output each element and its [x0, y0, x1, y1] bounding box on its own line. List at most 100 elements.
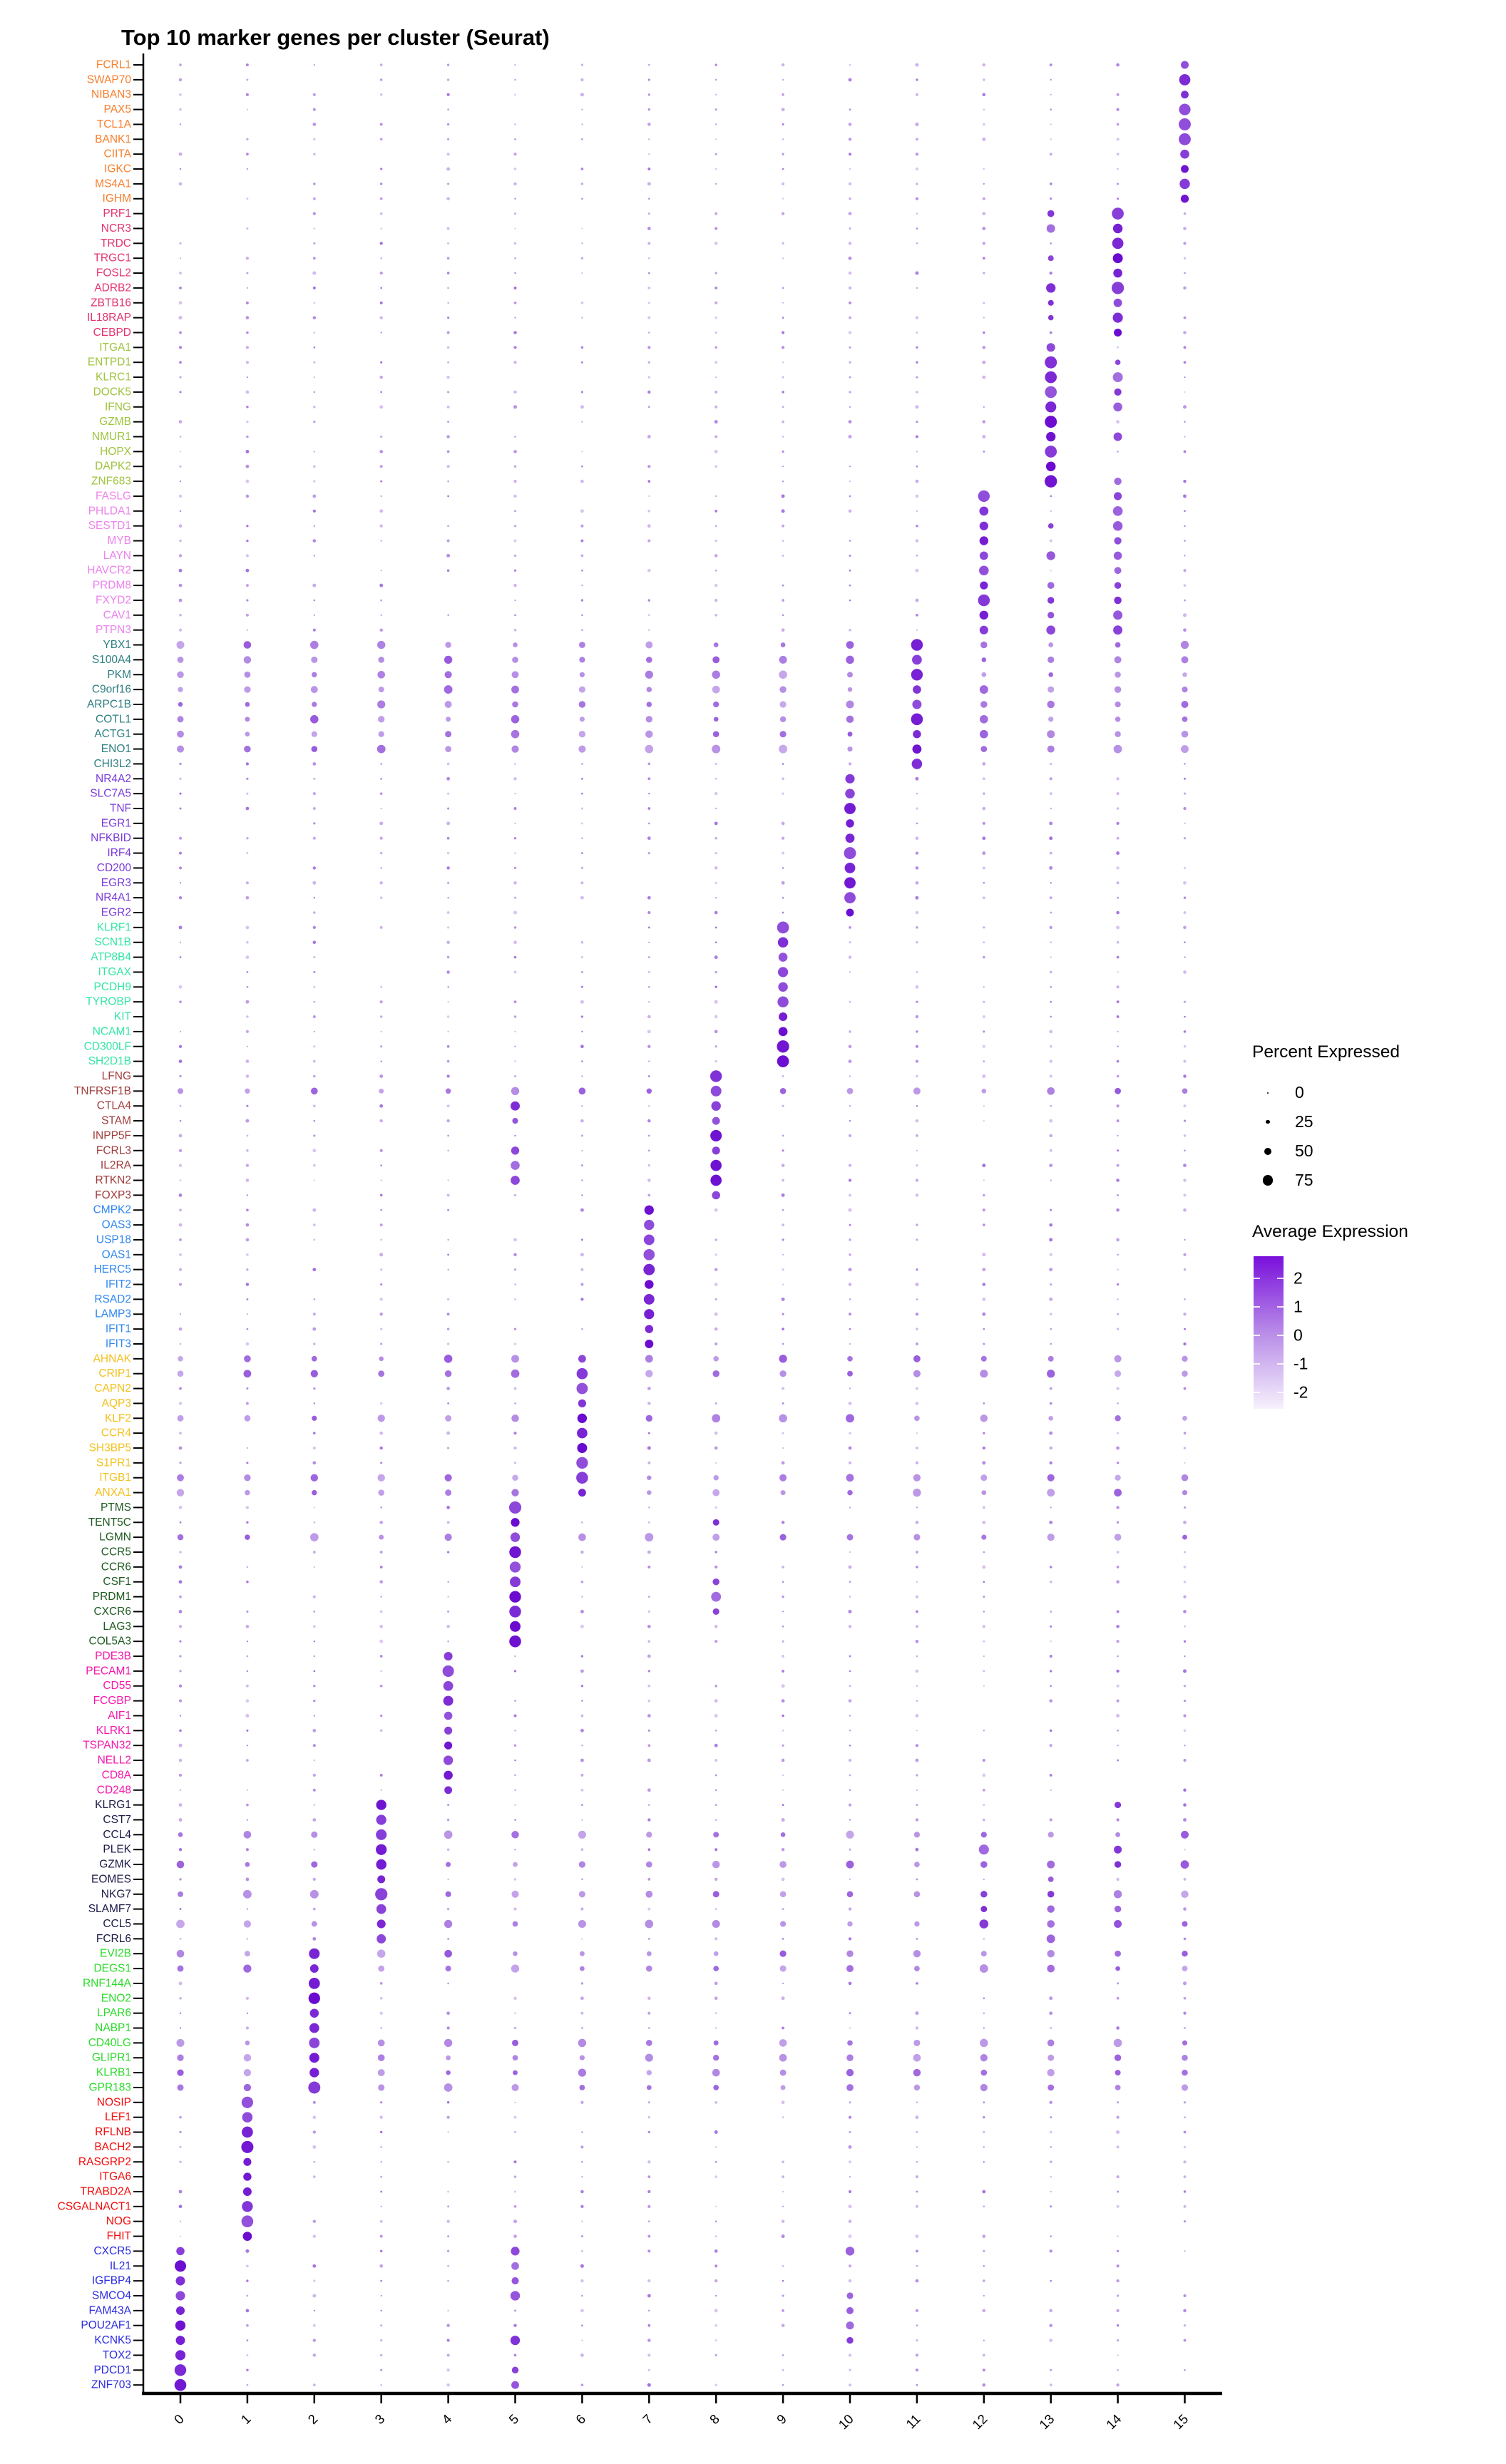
dot: [447, 2205, 450, 2208]
dot: [446, 375, 450, 379]
dot: [178, 1506, 183, 1509]
dot: [715, 2146, 717, 2148]
dot: [312, 1164, 316, 1167]
dot: [380, 227, 383, 230]
dot: [446, 1313, 450, 1316]
dot: [312, 1074, 316, 1078]
dot: [377, 1875, 386, 1884]
dot: [245, 584, 249, 587]
dot: [849, 480, 851, 483]
dot: [246, 168, 249, 170]
dot: [846, 715, 854, 724]
gene-label: CEBPD: [93, 327, 131, 339]
dot: [246, 108, 249, 111]
dot: [1117, 1655, 1119, 1658]
dot: [313, 822, 316, 825]
dot: [580, 2235, 583, 2238]
dot: [1184, 1328, 1186, 1330]
dot: [647, 1490, 652, 1495]
dot: [246, 197, 249, 200]
dot: [578, 1533, 586, 1541]
gene-label: TENT5C: [88, 1516, 131, 1529]
dot: [915, 1669, 919, 1673]
dot: [915, 2011, 919, 2016]
dot: [982, 2309, 986, 2313]
dot: [849, 971, 851, 973]
dot: [581, 971, 583, 973]
dot: [915, 2279, 919, 2283]
dot: [513, 940, 517, 944]
dot: [848, 1758, 852, 1762]
dot: [447, 2279, 450, 2282]
dot: [1112, 223, 1123, 234]
dot: [245, 955, 250, 960]
dot: [782, 1774, 784, 1777]
dot: [379, 1298, 383, 1301]
dot: [848, 2145, 852, 2149]
dot: [647, 1134, 650, 1137]
dot: [380, 2161, 382, 2163]
dot: [782, 2205, 784, 2207]
dot: [848, 2190, 852, 2194]
dot: [849, 197, 851, 200]
dot: [243, 1920, 252, 1928]
dot: [313, 525, 315, 527]
dot: [512, 1474, 518, 1481]
gene-label: ITGA6: [99, 2171, 131, 2183]
dot: [179, 1104, 182, 1107]
dot: [175, 2350, 186, 2361]
dot: [312, 672, 317, 678]
dot: [1115, 1802, 1122, 1809]
dot: [379, 1194, 383, 1197]
dot: [580, 1253, 584, 1257]
dot: [983, 108, 985, 111]
dot: [647, 390, 651, 394]
dot: [647, 272, 650, 274]
dot: [916, 420, 918, 423]
dot: [846, 2084, 854, 2091]
dot: [176, 1919, 185, 1929]
dot: [915, 1461, 918, 1464]
dot: [376, 1859, 386, 1870]
dot: [379, 1551, 383, 1554]
dot: [576, 1367, 588, 1380]
dot: [245, 1489, 250, 1496]
dot: [915, 1714, 919, 1718]
colorbar-tick-mark: [1254, 1392, 1260, 1393]
dot: [379, 583, 384, 587]
dot: [779, 1891, 787, 1898]
dot: [1183, 1030, 1187, 1033]
dot: [514, 1700, 516, 1702]
dot: [509, 1546, 521, 1559]
dot: [1047, 700, 1055, 709]
gene-label: TSPAN32: [83, 1740, 131, 1752]
dot: [915, 2175, 918, 2179]
dot: [1184, 599, 1186, 602]
dot: [1116, 420, 1120, 423]
dot: [1049, 1164, 1053, 1168]
dot: [1181, 2084, 1189, 2091]
dot: [580, 1550, 584, 1554]
dot: [782, 524, 785, 528]
dot: [179, 93, 182, 96]
dot: [379, 821, 384, 826]
gene-label: SH3BP5: [89, 1442, 131, 1454]
dot: [647, 2160, 651, 2164]
dot: [647, 985, 650, 988]
dot: [646, 702, 652, 707]
dot: [916, 926, 918, 929]
gene-label: PTMS: [101, 1502, 131, 1514]
dot: [580, 1238, 583, 1241]
legend-size-dot-box: [1252, 1107, 1284, 1136]
dot: [380, 1208, 383, 1211]
dot: [511, 2039, 519, 2046]
dot: [245, 1624, 250, 1628]
dot: [177, 1370, 184, 1377]
dot: [380, 1268, 383, 1271]
dot: [848, 1179, 852, 1182]
dot: [446, 1387, 450, 1390]
dot: [1184, 2368, 1186, 2371]
dot: [380, 257, 382, 260]
dot: [576, 1382, 588, 1395]
dot: [1047, 255, 1054, 262]
